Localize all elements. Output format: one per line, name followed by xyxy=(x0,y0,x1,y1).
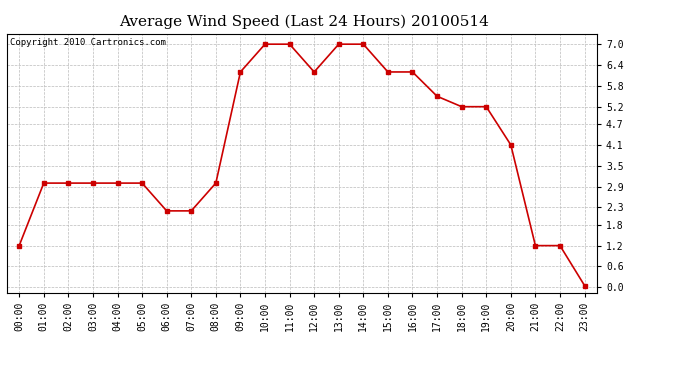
Text: Average Wind Speed (Last 24 Hours) 20100514: Average Wind Speed (Last 24 Hours) 20100… xyxy=(119,15,489,29)
Text: Copyright 2010 Cartronics.com: Copyright 2010 Cartronics.com xyxy=(10,38,166,46)
